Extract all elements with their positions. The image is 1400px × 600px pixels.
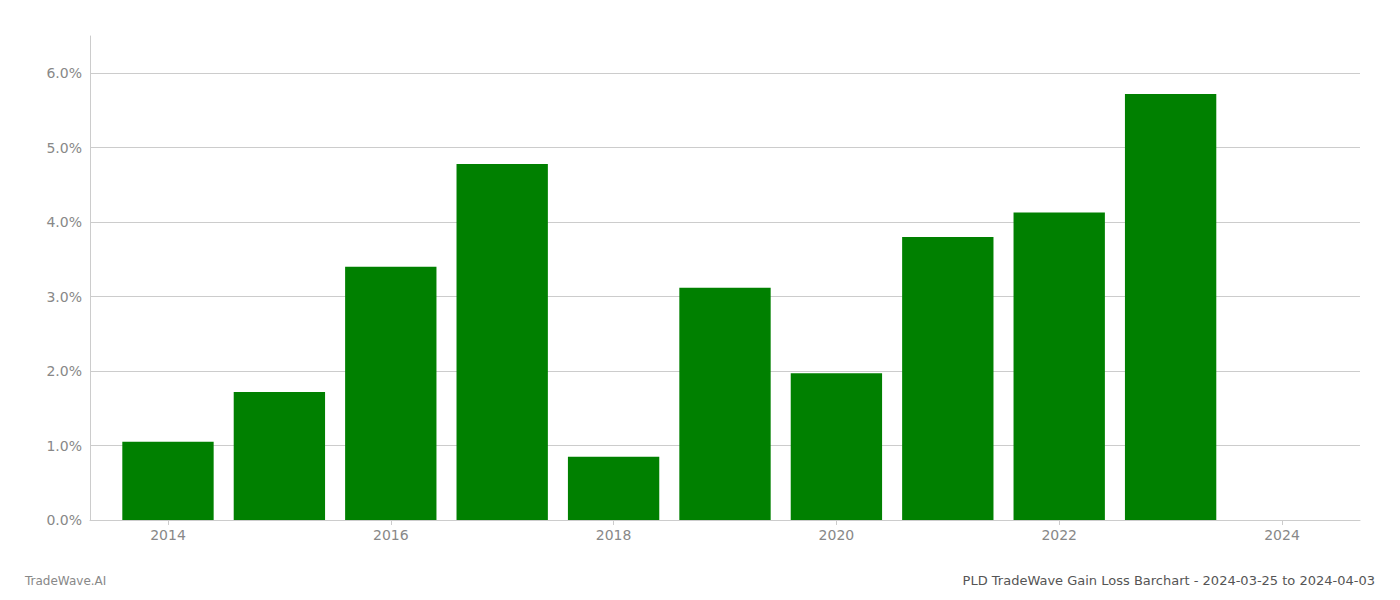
svg-text:2024: 2024 [1264, 527, 1300, 543]
svg-text:6.0%: 6.0% [46, 65, 82, 81]
svg-text:PLD TradeWave Gain Loss Barcha: PLD TradeWave Gain Loss Barchart - 2024-… [963, 573, 1375, 588]
svg-text:2022: 2022 [1041, 527, 1077, 543]
svg-text:1.0%: 1.0% [46, 438, 82, 454]
svg-text:4.0%: 4.0% [46, 214, 82, 230]
svg-text:2018: 2018 [596, 527, 632, 543]
svg-text:5.0%: 5.0% [46, 140, 82, 156]
svg-text:TradeWave.AI: TradeWave.AI [24, 574, 106, 588]
svg-text:0.0%: 0.0% [46, 512, 82, 528]
svg-text:2020: 2020 [819, 527, 855, 543]
svg-text:2016: 2016 [373, 527, 409, 543]
svg-text:3.0%: 3.0% [46, 289, 82, 305]
svg-text:2014: 2014 [150, 527, 186, 543]
svg-text:2.0%: 2.0% [46, 363, 82, 379]
